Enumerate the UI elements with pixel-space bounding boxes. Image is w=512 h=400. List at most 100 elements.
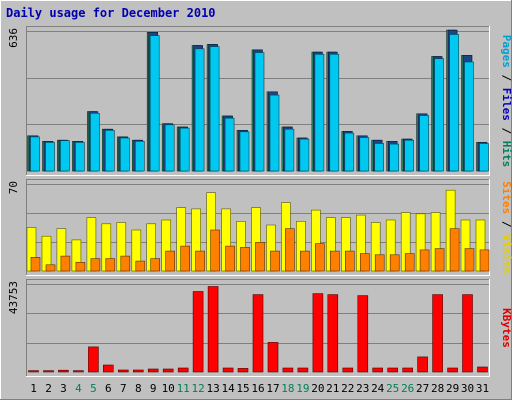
bar-kbytes-day-11 xyxy=(177,367,189,373)
bar-kbytes-day-12 xyxy=(192,291,204,373)
series-axis-label-part: / xyxy=(500,214,512,234)
bar-pages-day-2 xyxy=(45,142,55,172)
bar-kbytes-day-15 xyxy=(237,368,249,373)
bar-pages-day-13 xyxy=(209,46,220,172)
bar-sites-day-3 xyxy=(60,255,71,272)
bar-sites-day-9 xyxy=(150,258,160,272)
bar-kbytes-day-29 xyxy=(447,367,458,373)
bar-pages-day-1 xyxy=(30,136,40,172)
bar-pages-day-26 xyxy=(404,139,415,172)
bar-sites-day-12 xyxy=(195,250,205,272)
bar-pages-day-8 xyxy=(135,141,145,172)
bar-sites-day-21 xyxy=(329,250,340,272)
bar-kbytes-day-22 xyxy=(342,367,354,373)
bar-sites-day-16 xyxy=(255,242,265,272)
series-axis-label-part: Sites xyxy=(500,181,512,214)
bar-pages-day-7 xyxy=(120,137,130,172)
bar-sites-day-19 xyxy=(300,250,310,272)
day-label-12: 12 xyxy=(191,382,204,395)
bar-sites-day-11 xyxy=(180,245,190,272)
bar-sites-day-23 xyxy=(359,253,370,272)
bar-sites-day-31 xyxy=(479,249,490,272)
bar-kbytes-day-13 xyxy=(207,286,219,373)
bar-pages-day-18 xyxy=(284,128,295,172)
bar-sites-day-8 xyxy=(135,260,146,272)
bar-kbytes-day-7 xyxy=(118,369,129,373)
bar-kbytes-day-28 xyxy=(432,294,443,373)
day-label-26: 26 xyxy=(401,382,414,395)
bar-kbytes-day-23 xyxy=(357,295,369,373)
series-axis-label: KBytes xyxy=(500,308,512,348)
series-axis-label: Pages / Files / Hits xyxy=(500,35,512,168)
bar-kbytes-day-27 xyxy=(417,356,428,373)
bar-kbytes-day-14 xyxy=(222,367,234,373)
bar-kbytes-day-5 xyxy=(88,346,99,373)
day-label-20: 20 xyxy=(311,382,324,395)
bar-pages-day-16 xyxy=(254,52,265,172)
bar-kbytes-day-31 xyxy=(477,366,488,373)
day-axis: 1 2 3 4 5 6 7 8 9 10 11 12 13 14 15 16 17 18 19 20 21 22 23 24 2… xyxy=(30,382,489,395)
bar-pages-day-20 xyxy=(314,53,325,172)
day-label-21: 21 xyxy=(326,382,339,395)
bar-pages-day-11 xyxy=(179,127,190,172)
bar-pages-day-19 xyxy=(299,138,310,172)
bar-sites-day-24 xyxy=(374,254,385,272)
day-label-24: 24 xyxy=(371,382,385,395)
day-label-3: 3 xyxy=(60,382,67,395)
day-label-4: 4 xyxy=(75,382,82,395)
panel-visits-sites: 70 Sites / Visits xyxy=(7,179,512,276)
day-label-29: 29 xyxy=(446,382,459,395)
bar-kbytes-day-10 xyxy=(162,368,174,373)
bar-pages-day-25 xyxy=(389,143,400,172)
bar-pages-day-31 xyxy=(479,143,489,172)
bar-sites-day-6 xyxy=(105,258,116,272)
ymax-label: 43753 xyxy=(7,281,20,314)
bar-sites-day-18 xyxy=(285,228,295,272)
bar-pages-day-22 xyxy=(344,132,355,172)
bar-kbytes-day-24 xyxy=(372,367,384,373)
bar-pages-day-15 xyxy=(239,131,250,172)
day-label-25: 25 xyxy=(386,382,399,395)
day-label-10: 10 xyxy=(162,382,175,395)
series-axis-label-part: Hits xyxy=(500,141,512,168)
ymax-label: 636 xyxy=(7,28,20,48)
bar-sites-day-17 xyxy=(270,250,280,272)
bar-pages-day-29 xyxy=(449,34,459,172)
bar-pages-day-4 xyxy=(75,142,85,172)
day-label-17: 17 xyxy=(266,382,279,395)
bar-kbytes-day-4 xyxy=(73,370,84,373)
bar-sites-day-10 xyxy=(165,250,175,272)
day-label-22: 22 xyxy=(341,382,354,395)
day-label-6: 6 xyxy=(105,382,112,395)
bar-kbytes-day-8 xyxy=(133,369,144,373)
chart-title: Daily usage for December 2010 xyxy=(6,6,216,20)
day-label-14: 14 xyxy=(221,382,235,395)
bar-pages-day-27 xyxy=(419,115,429,172)
bar-sites-day-13 xyxy=(210,229,220,272)
bar-sites-day-2 xyxy=(45,264,56,272)
bar-sites-day-30 xyxy=(464,248,475,272)
bar-pages-day-17 xyxy=(269,94,280,172)
day-label-11: 11 xyxy=(177,382,190,395)
day-label-19: 19 xyxy=(296,382,309,395)
bar-sites-day-14 xyxy=(225,245,235,272)
bar-kbytes-day-26 xyxy=(402,367,414,373)
series-axis-label-part: KBytes xyxy=(500,308,512,348)
bar-pages-day-5 xyxy=(90,113,100,172)
day-label-15: 15 xyxy=(236,382,249,395)
bar-sites-day-4 xyxy=(75,261,86,272)
bar-pages-day-9 xyxy=(149,35,160,172)
bar-sites-day-5 xyxy=(90,258,101,272)
bar-sites-day-26 xyxy=(404,253,415,272)
bar-pages-day-10 xyxy=(164,124,175,172)
bar-kbytes-day-16 xyxy=(252,294,264,373)
bar-sites-day-7 xyxy=(120,255,131,272)
bar-kbytes-day-1 xyxy=(28,370,39,373)
bar-sites-day-29 xyxy=(449,228,460,272)
bar-sites-day-15 xyxy=(240,247,250,272)
day-label-30: 30 xyxy=(461,382,474,395)
series-axis-label-part: / xyxy=(500,121,512,141)
bar-pages-day-12 xyxy=(194,48,205,172)
bar-kbytes-day-30 xyxy=(462,294,473,373)
